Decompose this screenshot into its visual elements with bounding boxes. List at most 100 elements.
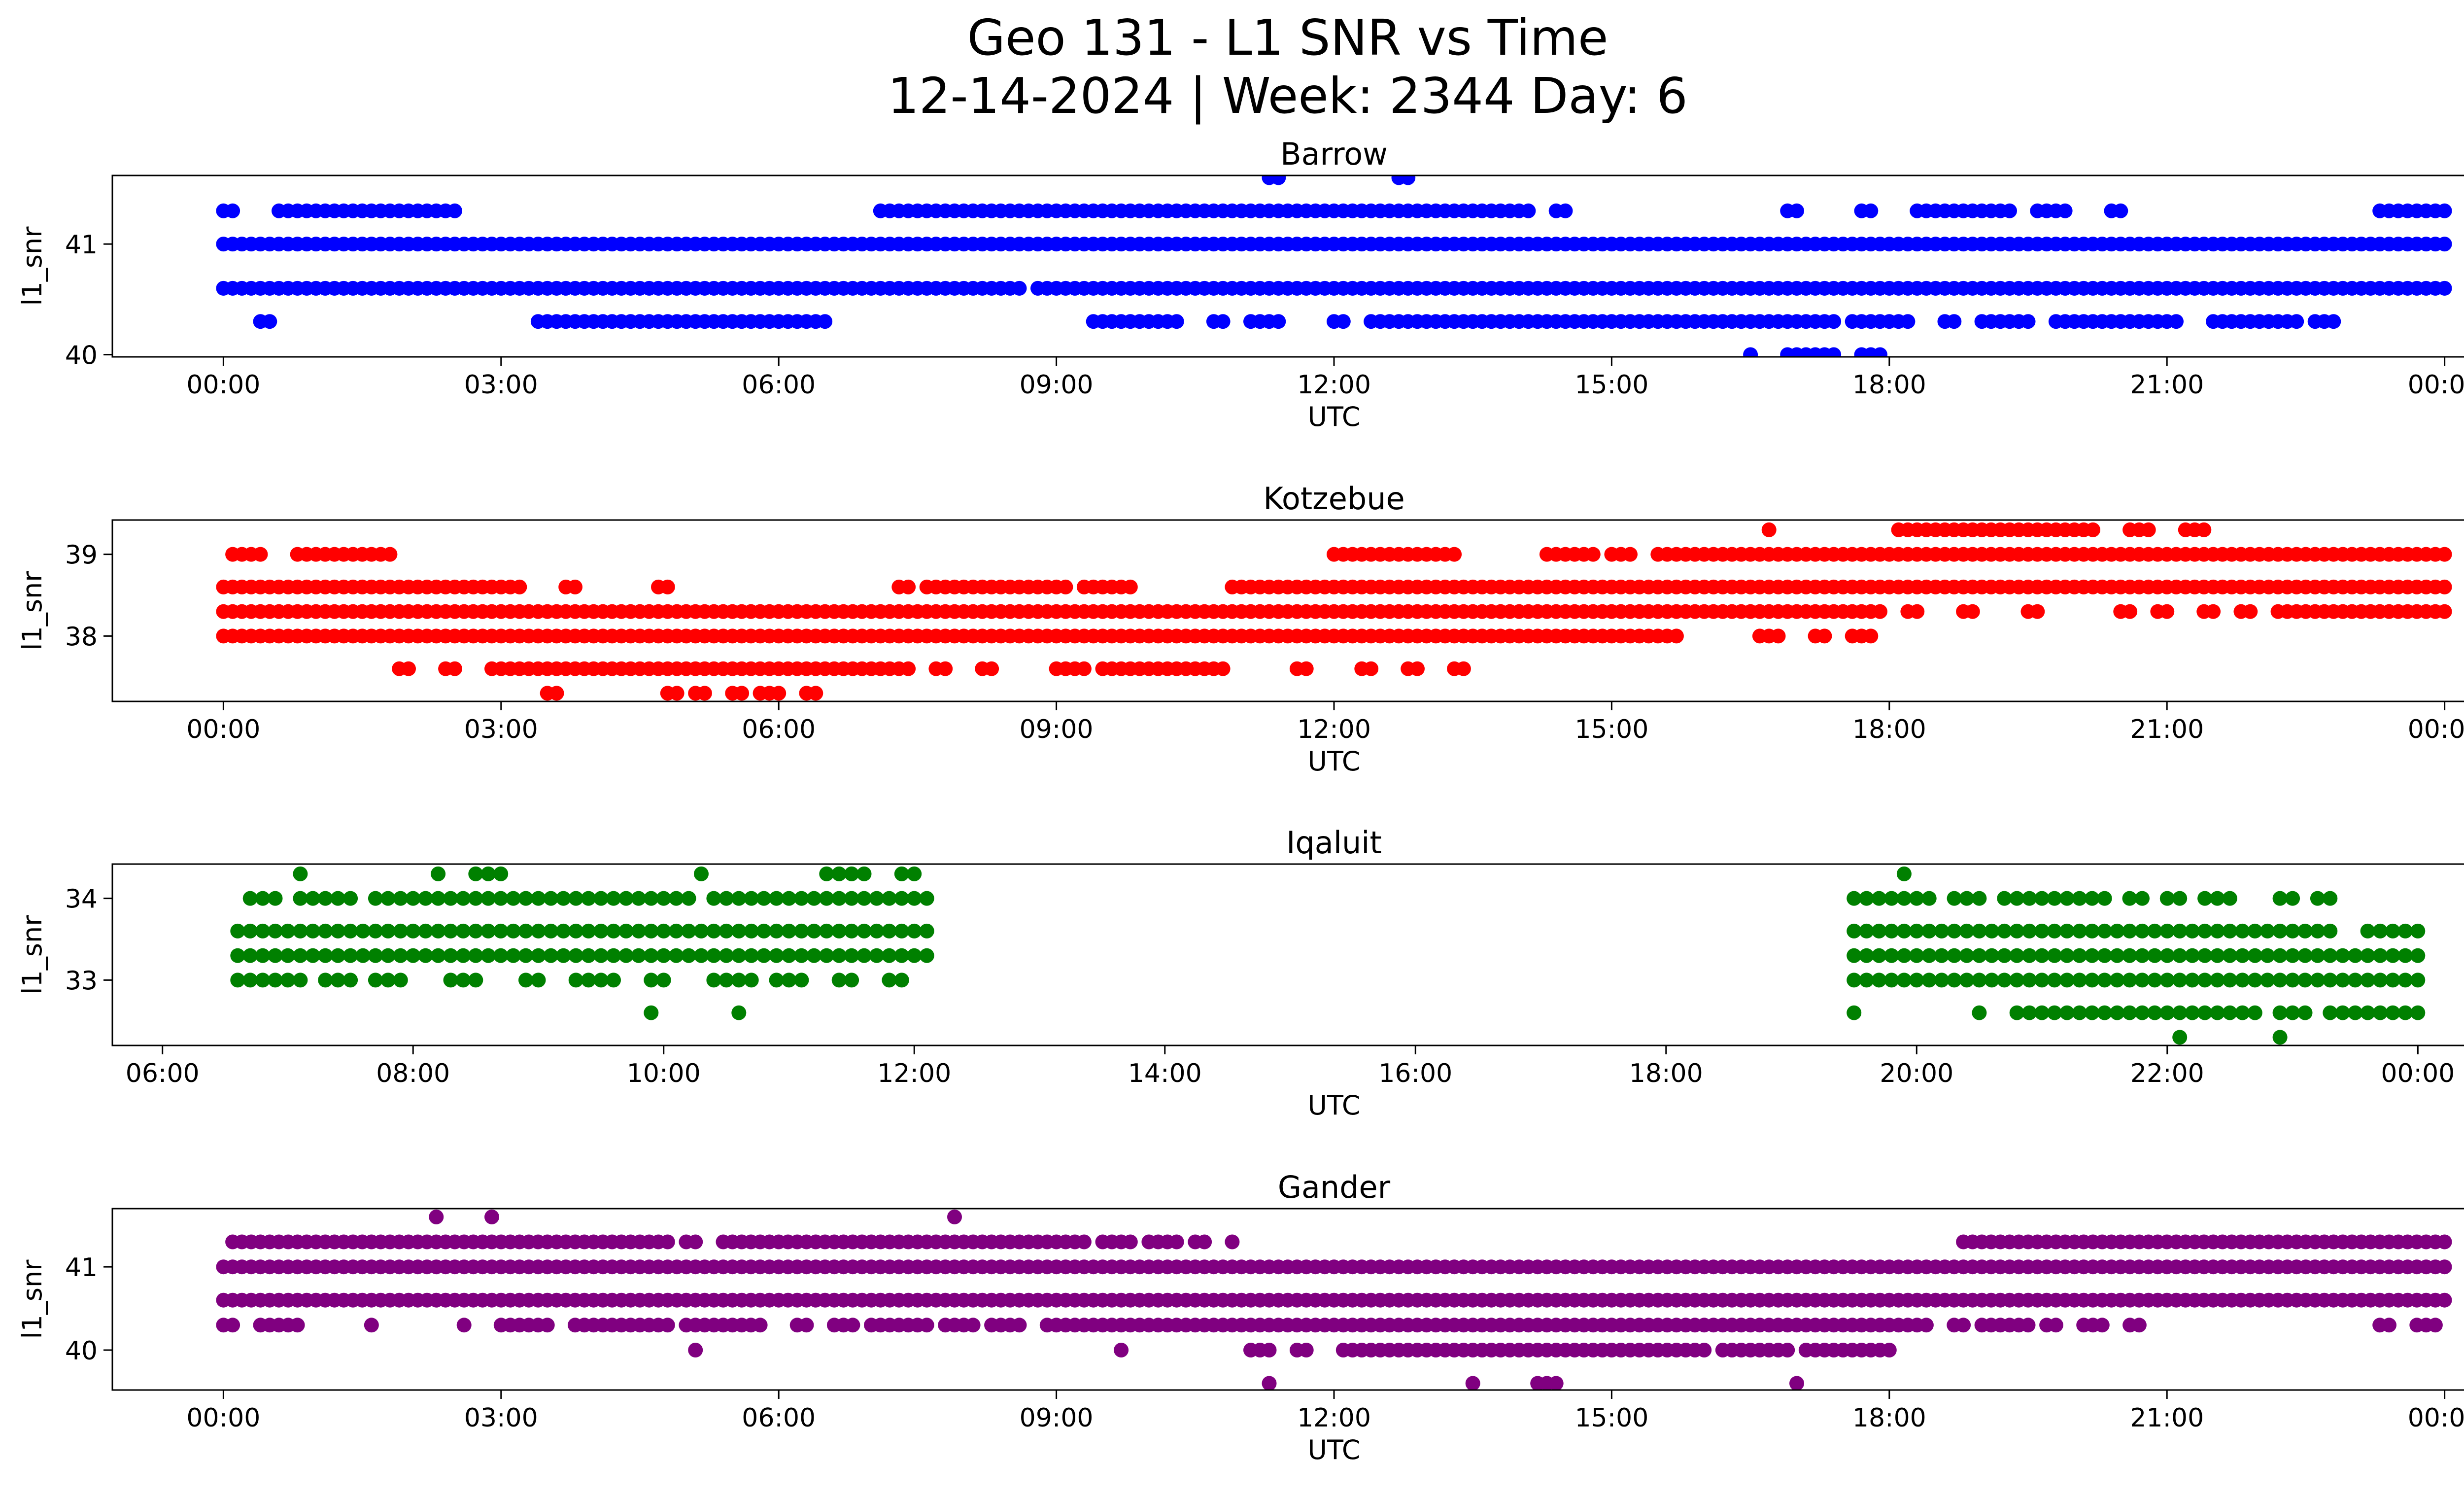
data-point: [293, 923, 308, 939]
data-point: [1896, 866, 1912, 881]
data-point: [856, 891, 872, 906]
y-tick-label: 39: [65, 541, 98, 570]
data-point: [429, 1209, 444, 1224]
data-point: [543, 948, 558, 963]
data-point: [806, 923, 821, 939]
data-point: [869, 891, 884, 906]
data-point: [2260, 973, 2275, 988]
data-point: [618, 891, 634, 906]
data-point: [1873, 347, 1887, 357]
data-point: [644, 948, 659, 963]
data-point: [1548, 1376, 1564, 1390]
data-point: [901, 661, 916, 676]
data-point: [947, 1209, 962, 1224]
data-point: [831, 973, 847, 988]
x-tick-label: 00:00: [2408, 1403, 2464, 1433]
data-point: [431, 923, 446, 939]
data-point: [694, 866, 709, 881]
data-point: [242, 891, 258, 906]
data-point: [368, 923, 383, 939]
subplot-title: Barrow: [1280, 136, 1388, 172]
data-point: [1058, 579, 1073, 594]
data-point: [2022, 1005, 2037, 1020]
y-axis-label: l1_snr: [17, 1259, 48, 1339]
data-point: [744, 948, 759, 963]
data-point: [2397, 948, 2413, 963]
data-point: [2285, 891, 2300, 906]
data-point: [318, 923, 333, 939]
data-point: [719, 973, 734, 988]
data-point: [255, 973, 271, 988]
data-point: [644, 1005, 659, 1020]
data-point: [2135, 1005, 2150, 1020]
data-point: [343, 948, 358, 963]
data-point: [418, 891, 433, 906]
data-point: [2122, 973, 2137, 988]
data-point: [2135, 973, 2150, 988]
data-point: [1447, 547, 1462, 562]
data-point: [2020, 314, 2036, 329]
data-point: [455, 948, 471, 963]
data-point: [2410, 973, 2426, 988]
data-point: [2247, 948, 2262, 963]
data-point: [1401, 175, 1416, 185]
data-point: [280, 948, 295, 963]
data-point: [2057, 203, 2073, 218]
data-point: [493, 948, 509, 963]
data-point: [688, 1234, 703, 1250]
x-axis-label: UTC: [1307, 1434, 1360, 1465]
data-point: [1789, 203, 1804, 218]
data-point: [618, 948, 634, 963]
data-point: [782, 948, 796, 963]
data-point: [1884, 948, 1899, 963]
data-point: [606, 973, 621, 988]
data-point: [734, 686, 750, 701]
data-point: [593, 973, 609, 988]
x-tick-label: 12:00: [1297, 715, 1371, 744]
data-point: [1761, 522, 1777, 537]
data-point: [1076, 1234, 1092, 1250]
x-tick-label: 18:00: [1852, 1403, 1926, 1433]
data-point: [543, 891, 558, 906]
data-point: [844, 948, 859, 963]
data-point: [393, 891, 408, 906]
data-point: [480, 891, 496, 906]
data-point: [255, 948, 271, 963]
data-point: [2034, 891, 2050, 906]
figure-title-line1: Geo 131 - L1 SNR vs Time: [967, 9, 1608, 67]
data-point: [2310, 948, 2325, 963]
data-point: [2097, 1005, 2112, 1020]
data-point: [1169, 1234, 1184, 1250]
data-point: [518, 891, 533, 906]
data-point: [1299, 1343, 1314, 1357]
data-point: [455, 973, 471, 988]
data-point: [480, 866, 496, 881]
data-point: [2048, 1318, 2063, 1333]
data-point: [431, 948, 446, 963]
data-point: [2169, 314, 2184, 329]
y-tick-label: 33: [65, 966, 98, 996]
data-point: [225, 1318, 240, 1333]
data-point: [1863, 628, 1879, 644]
data-point: [2110, 948, 2125, 963]
data-point: [1859, 973, 1874, 988]
data-point: [2009, 1005, 2024, 1020]
data-point: [606, 891, 621, 906]
x-tick-label: 15:00: [1574, 370, 1648, 400]
data-point: [2222, 891, 2237, 906]
data-point: [2147, 923, 2162, 939]
data-point: [2360, 1005, 2375, 1020]
data-point: [669, 923, 684, 939]
data-point: [2197, 973, 2213, 988]
data-point: [2085, 1005, 2100, 1020]
data-point: [799, 1318, 814, 1333]
data-point: [2009, 891, 2024, 906]
data-point: [2326, 314, 2341, 329]
data-point: [2437, 1234, 2452, 1250]
data-point: [1997, 891, 2012, 906]
data-point: [2085, 891, 2100, 906]
data-point: [343, 891, 358, 906]
data-point: [681, 948, 696, 963]
data-point: [731, 948, 747, 963]
data-point: [2297, 973, 2313, 988]
